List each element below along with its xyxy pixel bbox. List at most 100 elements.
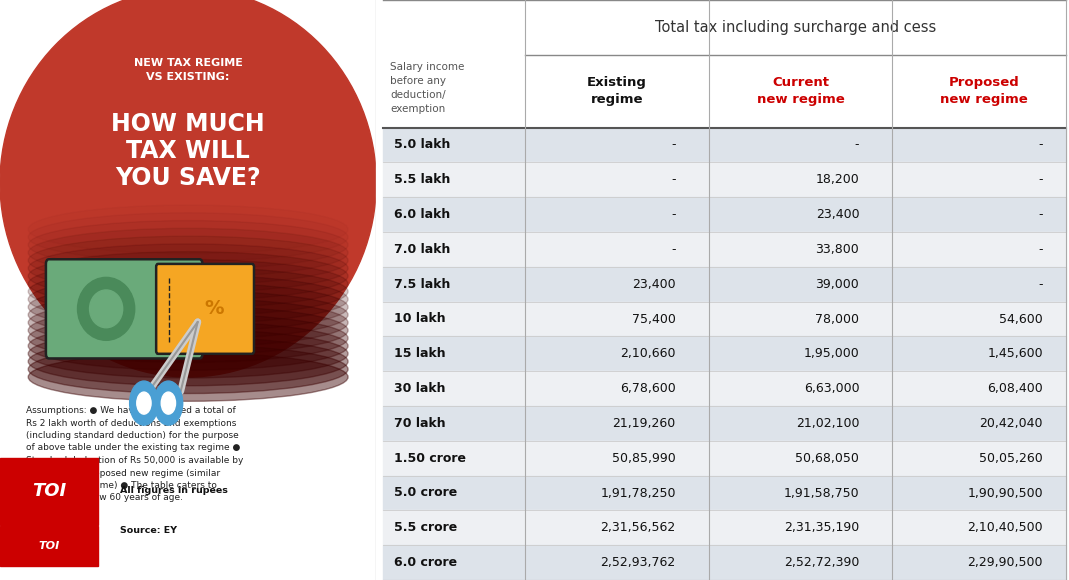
Ellipse shape <box>28 322 348 370</box>
Text: 6.0 lakh: 6.0 lakh <box>393 208 450 221</box>
Text: NEW TAX REGIME
VS EXISTING:: NEW TAX REGIME VS EXISTING: <box>134 57 243 82</box>
Ellipse shape <box>28 283 348 331</box>
Bar <box>383 510 1066 545</box>
Text: 23,400: 23,400 <box>816 208 859 221</box>
Text: Source: EY: Source: EY <box>121 526 177 535</box>
Ellipse shape <box>28 252 348 300</box>
Ellipse shape <box>28 236 348 285</box>
Ellipse shape <box>28 298 348 347</box>
Ellipse shape <box>0 0 376 377</box>
Bar <box>383 371 1066 406</box>
Text: -: - <box>1038 139 1043 151</box>
Text: 1,91,78,250: 1,91,78,250 <box>601 487 676 499</box>
Text: 5.5 lakh: 5.5 lakh <box>393 173 450 186</box>
Circle shape <box>154 381 183 425</box>
Text: 7.5 lakh: 7.5 lakh <box>393 278 450 291</box>
Ellipse shape <box>28 337 348 386</box>
Text: 78,000: 78,000 <box>816 313 859 325</box>
Bar <box>383 55 1066 128</box>
Bar <box>383 336 1066 371</box>
Text: 5.0 crore: 5.0 crore <box>393 487 456 499</box>
Text: 54,600: 54,600 <box>1000 313 1043 325</box>
Ellipse shape <box>28 353 348 401</box>
Bar <box>383 197 1066 232</box>
Bar <box>0 458 98 525</box>
Ellipse shape <box>28 345 348 393</box>
Ellipse shape <box>28 275 348 324</box>
Text: -: - <box>1038 173 1043 186</box>
Text: 33,800: 33,800 <box>816 243 859 256</box>
Text: -: - <box>671 173 676 186</box>
Text: 2,31,35,190: 2,31,35,190 <box>784 521 859 534</box>
Text: 21,02,100: 21,02,100 <box>795 417 859 430</box>
Ellipse shape <box>28 229 348 277</box>
Bar <box>383 0 1066 55</box>
Circle shape <box>129 381 158 425</box>
Ellipse shape <box>28 244 348 292</box>
Ellipse shape <box>28 267 348 316</box>
Bar <box>383 406 1066 441</box>
Bar <box>383 302 1066 336</box>
Text: 2,52,72,390: 2,52,72,390 <box>784 556 859 569</box>
Text: 23,400: 23,400 <box>632 278 676 291</box>
Text: HOW MUCH
TAX WILL
YOU SAVE?: HOW MUCH TAX WILL YOU SAVE? <box>111 112 265 190</box>
Bar <box>383 128 1066 162</box>
Text: -: - <box>671 243 676 256</box>
Text: 2,10,40,500: 2,10,40,500 <box>967 521 1043 534</box>
Text: 6,08,400: 6,08,400 <box>987 382 1043 395</box>
Text: 1,95,000: 1,95,000 <box>804 347 859 360</box>
Text: 18,200: 18,200 <box>816 173 859 186</box>
Text: 2,52,93,762: 2,52,93,762 <box>601 556 676 569</box>
Text: TOI: TOI <box>38 541 60 552</box>
Ellipse shape <box>90 290 123 328</box>
Circle shape <box>137 392 151 414</box>
Text: 50,68,050: 50,68,050 <box>795 452 859 465</box>
Text: 50,05,260: 50,05,260 <box>979 452 1043 465</box>
Text: -: - <box>855 139 859 151</box>
Text: Proposed
new regime: Proposed new regime <box>941 77 1028 106</box>
Ellipse shape <box>28 306 348 354</box>
Text: All figures in rupees: All figures in rupees <box>121 485 229 495</box>
Text: Salary income
before any
deduction/
exemption: Salary income before any deduction/ exem… <box>390 61 465 114</box>
Text: 21,19,260: 21,19,260 <box>613 417 676 430</box>
Bar <box>0 526 98 566</box>
Ellipse shape <box>28 314 348 362</box>
Text: 1,45,600: 1,45,600 <box>988 347 1043 360</box>
Ellipse shape <box>28 220 348 269</box>
Text: 1.50 crore: 1.50 crore <box>393 452 466 465</box>
Text: -: - <box>1038 278 1043 291</box>
Ellipse shape <box>28 291 348 339</box>
Text: Existing
regime: Existing regime <box>587 77 647 106</box>
Text: 2,31,56,562: 2,31,56,562 <box>601 521 676 534</box>
Text: 6,63,000: 6,63,000 <box>804 382 859 395</box>
Text: Total tax including surcharge and cess: Total tax including surcharge and cess <box>654 20 936 35</box>
Text: 5.0 lakh: 5.0 lakh <box>393 139 450 151</box>
Text: 2,10,660: 2,10,660 <box>620 347 676 360</box>
Text: 20,42,040: 20,42,040 <box>979 417 1043 430</box>
Text: 1,90,90,500: 1,90,90,500 <box>967 487 1043 499</box>
Text: Current
new regime: Current new regime <box>757 77 845 106</box>
Ellipse shape <box>78 277 135 340</box>
FancyBboxPatch shape <box>46 259 202 358</box>
Bar <box>383 162 1066 197</box>
Text: 30 lakh: 30 lakh <box>393 382 445 395</box>
Text: -: - <box>1038 243 1043 256</box>
Text: 70 lakh: 70 lakh <box>393 417 445 430</box>
Bar <box>383 545 1066 580</box>
FancyBboxPatch shape <box>156 264 254 354</box>
Text: %: % <box>205 299 224 318</box>
Bar <box>383 267 1066 302</box>
Text: 39,000: 39,000 <box>816 278 859 291</box>
Text: 10 lakh: 10 lakh <box>393 313 445 325</box>
Text: 75,400: 75,400 <box>632 313 676 325</box>
Bar <box>383 232 1066 267</box>
Text: 7.0 lakh: 7.0 lakh <box>393 243 450 256</box>
Circle shape <box>161 392 175 414</box>
Text: 1,91,58,750: 1,91,58,750 <box>784 487 859 499</box>
Text: 6,78,600: 6,78,600 <box>620 382 676 395</box>
Text: 50,85,990: 50,85,990 <box>611 452 676 465</box>
Text: TOI: TOI <box>32 482 66 501</box>
Text: -: - <box>1038 208 1043 221</box>
Bar <box>383 476 1066 510</box>
Ellipse shape <box>28 259 348 308</box>
